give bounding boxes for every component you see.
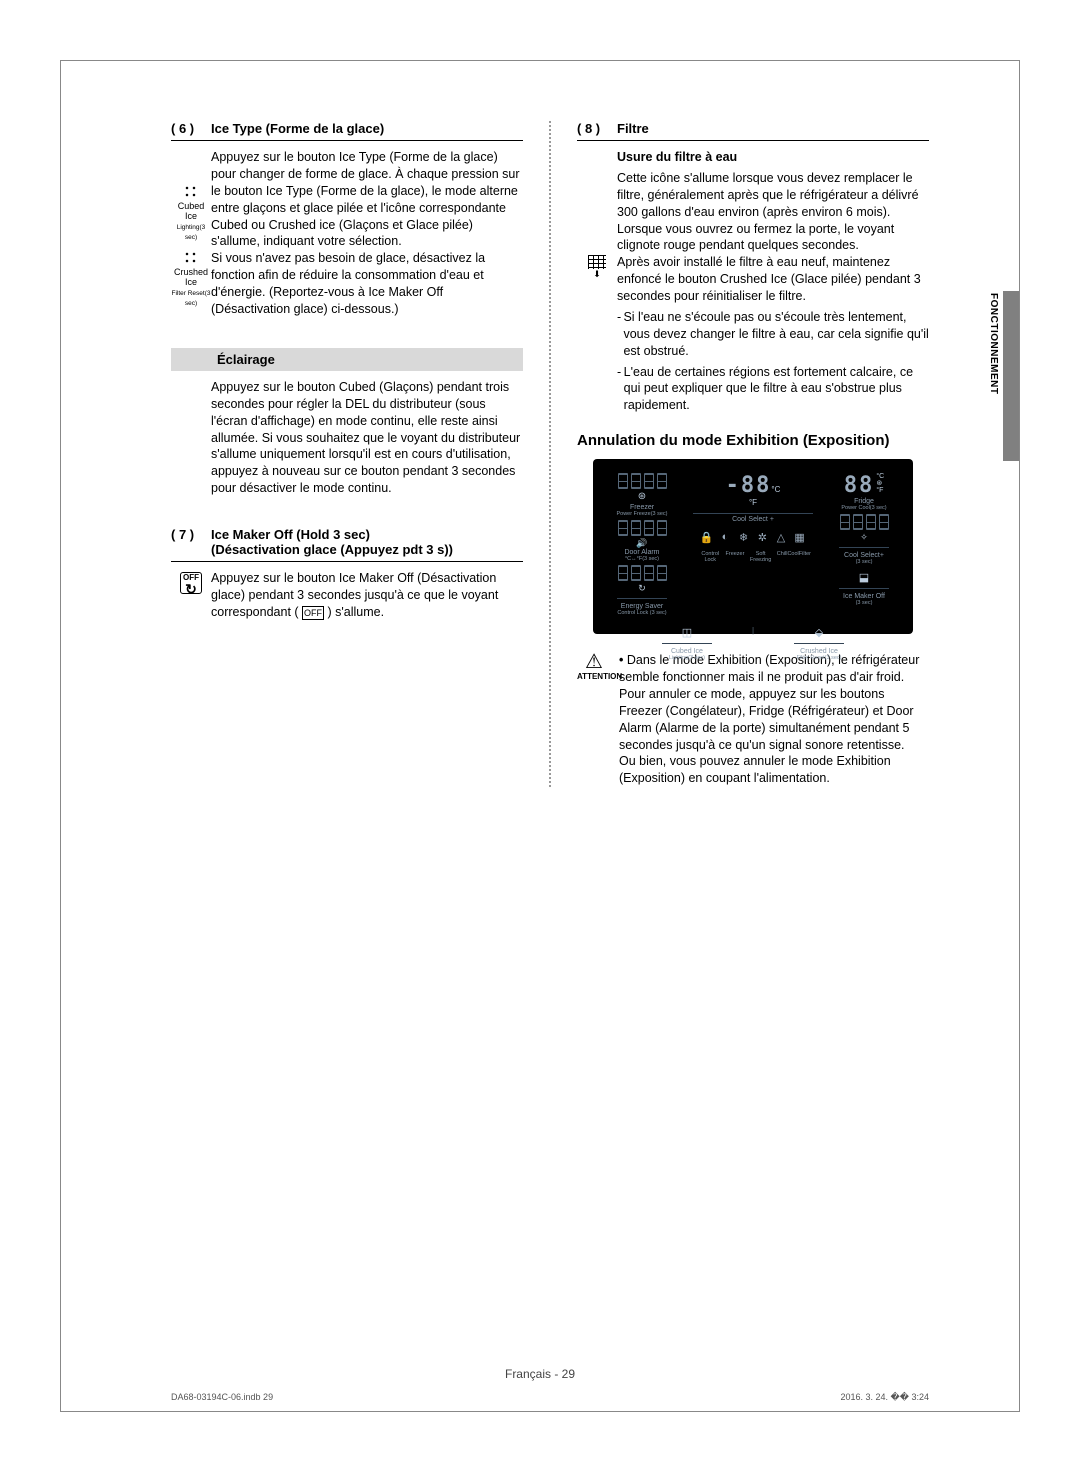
sec7-num: ( 7 ) — [171, 527, 211, 542]
eclairage-header: Éclairage — [171, 348, 523, 371]
icemaker-label: Ice Maker Off — [843, 593, 885, 600]
sec8-bullet1-text: Si l'eau ne s'écoule pas ou s'écoule trè… — [623, 309, 929, 360]
sec7-text-2: ) s'allume. — [324, 605, 384, 619]
freezer-block: ⊛ Freezer Power Freeze(3 sec) 🔊 Door Ala… — [607, 473, 677, 616]
fridge-block: 88°C⊛°F Fridge Power Cool(3 sec) ✧ Cool … — [829, 473, 899, 616]
sec8-subtitle: Usure du filtre à eau — [617, 149, 929, 166]
sec8-bullet2-text: L'eau de certaines régions est fortement… — [624, 364, 929, 415]
mid-icon-labels: Control Lock Freezer Soft Freezing Chill… — [695, 551, 811, 563]
sec8-body: Usure du filtre à eau Cette icône s'allu… — [617, 145, 929, 414]
sec6-icons: Cubed Ice Lighting(3 sec) Crushed Ice Fi… — [171, 145, 211, 318]
sec6-body: Appuyez sur le bouton Ice Type (Forme de… — [211, 145, 523, 318]
sec7-icon-col: OFF — [171, 566, 211, 621]
mid-lbl-0: Control Lock — [695, 551, 726, 563]
attention-icon: ⚠ ATTENTION — [577, 652, 611, 787]
freezer-mode-icon: ◐ — [717, 529, 733, 545]
off-glyph-inline: OFF — [302, 606, 324, 620]
mid-lbl-2: Soft Freezing — [744, 551, 776, 563]
sec7-row: OFF Appuyez sur le bouton Ice Maker Off … — [171, 566, 523, 621]
freezer-temp-display: -88 — [726, 473, 772, 498]
sec8-num: ( 8 ) — [577, 121, 617, 136]
page-footer: Français - 29 — [61, 1367, 1019, 1381]
control-panel: ⊛ Freezer Power Freeze(3 sec) 🔊 Door Ala… — [593, 459, 913, 634]
energy-sub: Control Lock (3 sec) — [617, 610, 666, 616]
attention-label: ATTENTION — [577, 672, 611, 683]
sec8-body-text: Cette icône s'allume lorsque vous devez … — [617, 170, 929, 305]
sec6-header: ( 6 ) Ice Type (Forme de la glace) — [171, 121, 523, 141]
mid-lbl-4: Cool — [787, 551, 798, 563]
sec8-icon-col — [577, 145, 617, 414]
panel-mid: -88°C°F Cool Select + 🔒 ◐ ❄ ✲ △ ▦ Con — [677, 473, 829, 616]
sec7-header: ( 7 ) Ice Maker Off (Hold 3 sec) (Désact… — [171, 527, 523, 562]
freezer-sub: Power Freeze(3 sec) — [616, 511, 667, 517]
cubed-ice-sub: Lighting(3 sec) — [177, 224, 206, 241]
btm-crushed-sub: Filter Reset(3 sec) — [794, 655, 844, 661]
lock-icon: 🔒 — [698, 529, 714, 545]
sec7-title-l1: Ice Maker Off (Hold 3 sec) — [211, 527, 370, 542]
left-column: ( 6 ) Ice Type (Forme de la glace) Cubed… — [171, 121, 523, 787]
column-divider — [549, 121, 551, 787]
coolsel-sub: (3 sec) — [856, 559, 873, 565]
panel-mid-icons: 🔒 ◐ ❄ ✲ △ ▦ — [697, 529, 809, 545]
mid-lbl-5: Filter — [799, 551, 811, 563]
sec8-bullet2: - L'eau de certaines régions est forteme… — [617, 364, 929, 415]
crushed-ice-icon: Crushed Ice Filter Reset(3 sec) — [171, 251, 211, 307]
off-icon: OFF — [180, 572, 202, 597]
btm-crushed: ⬙ Crushed Ice Filter Reset(3 sec) — [794, 626, 844, 661]
coolselect-label: Cool Select + — [677, 516, 829, 523]
cubed-ice-label: Cubed Ice — [178, 201, 205, 221]
filter-icon — [588, 255, 606, 280]
panel-top: ⊛ Freezer Power Freeze(3 sec) 🔊 Door Ala… — [607, 473, 899, 616]
two-columns: ( 6 ) Ice Type (Forme de la glace) Cubed… — [171, 121, 929, 787]
side-tab-label: FONCTIONNEMENT — [988, 293, 999, 394]
eclairage-body: Appuyez sur le bouton Cubed (Glaçons) pe… — [171, 375, 523, 497]
sec8-header: ( 8 ) Filtre — [577, 121, 929, 141]
side-tab-bg — [1003, 291, 1019, 461]
footer-left: DA68-03194C-06.indb 29 — [171, 1392, 273, 1403]
mid-lbl-1: Freezer — [726, 551, 745, 563]
print-footer: DA68-03194C-06.indb 29 2016. 3. 24. �� 3… — [171, 1392, 929, 1403]
attention-text: Dans le mode Exhibition (Exposition), le… — [619, 653, 919, 785]
energy-label: Energy Saver — [621, 603, 663, 610]
sec7-body: Appuyez sur le bouton Ice Maker Off (Dés… — [211, 566, 523, 621]
door-alarm-sub: °C↔°F(3 sec) — [625, 556, 659, 562]
coolsel-label: Cool Select+ — [844, 552, 884, 559]
freezer-label: Freezer — [630, 504, 654, 511]
sec6-num: ( 6 ) — [171, 121, 211, 136]
crushed-ice-sub: Filter Reset(3 sec) — [171, 290, 210, 307]
attention-block: ⚠ ATTENTION • Dans le mode Exhibition (E… — [577, 652, 929, 787]
icemaker-sub: (3 sec) — [856, 600, 873, 606]
btm-cubed: ◫ Cubed Ice Lighting(3 sec) — [662, 626, 712, 661]
btm-cubed-sub: Lighting(3 sec) — [662, 655, 712, 661]
crushed-ice-label: Crushed Ice — [174, 267, 208, 287]
annul-title: Annulation du mode Exhibition (Expositio… — [577, 432, 929, 449]
filter-mode-icon: ▦ — [792, 529, 808, 545]
mid-lbl-3: Chill — [777, 551, 788, 563]
fridge-sub: Power Cool(3 sec) — [841, 505, 886, 511]
btm-cubed-label: Cubed Ice — [662, 648, 712, 655]
fridge-label: Fridge — [854, 498, 874, 505]
sec7-title-l2: (Désactivation glace (Appuyez pdt 3 s)) — [211, 542, 453, 557]
sec7-title: Ice Maker Off (Hold 3 sec) (Désactivatio… — [211, 527, 453, 557]
panel-bottom: ◫ Cubed Ice Lighting(3 sec) | ⬙ Crushed … — [607, 626, 899, 661]
sec6-title: Ice Type (Forme de la glace) — [211, 121, 384, 136]
page: FONCTIONNEMENT ( 6 ) Ice Type (Forme de … — [60, 60, 1020, 1412]
attention-body: • Dans le mode Exhibition (Exposition), … — [619, 652, 929, 787]
btm-crushed-label: Crushed Ice — [794, 648, 844, 655]
fridge-temp-display: 88 — [844, 473, 875, 498]
right-column: ( 8 ) Filtre Usure du filtre à eau Cette… — [577, 121, 929, 787]
sec8-bullet1: - Si l'eau ne s'écoule pas ou s'écoule t… — [617, 309, 929, 360]
eclairage-title: Éclairage — [217, 352, 275, 367]
chill-icon: ✲ — [754, 529, 770, 545]
soft-freeze-icon: ❄ — [736, 529, 752, 545]
sec6-row: Cubed Ice Lighting(3 sec) Crushed Ice Fi… — [171, 145, 523, 318]
cool-icon: △ — [773, 529, 789, 545]
cubed-ice-icon: Cubed Ice Lighting(3 sec) — [171, 185, 211, 241]
sec8-row: Usure du filtre à eau Cette icône s'allu… — [577, 145, 929, 414]
dash-icon: - — [617, 364, 624, 415]
sec8-title: Filtre — [617, 121, 649, 136]
door-alarm-label: Door Alarm — [624, 549, 659, 556]
footer-right: 2016. 3. 24. �� 3:24 — [840, 1392, 929, 1403]
